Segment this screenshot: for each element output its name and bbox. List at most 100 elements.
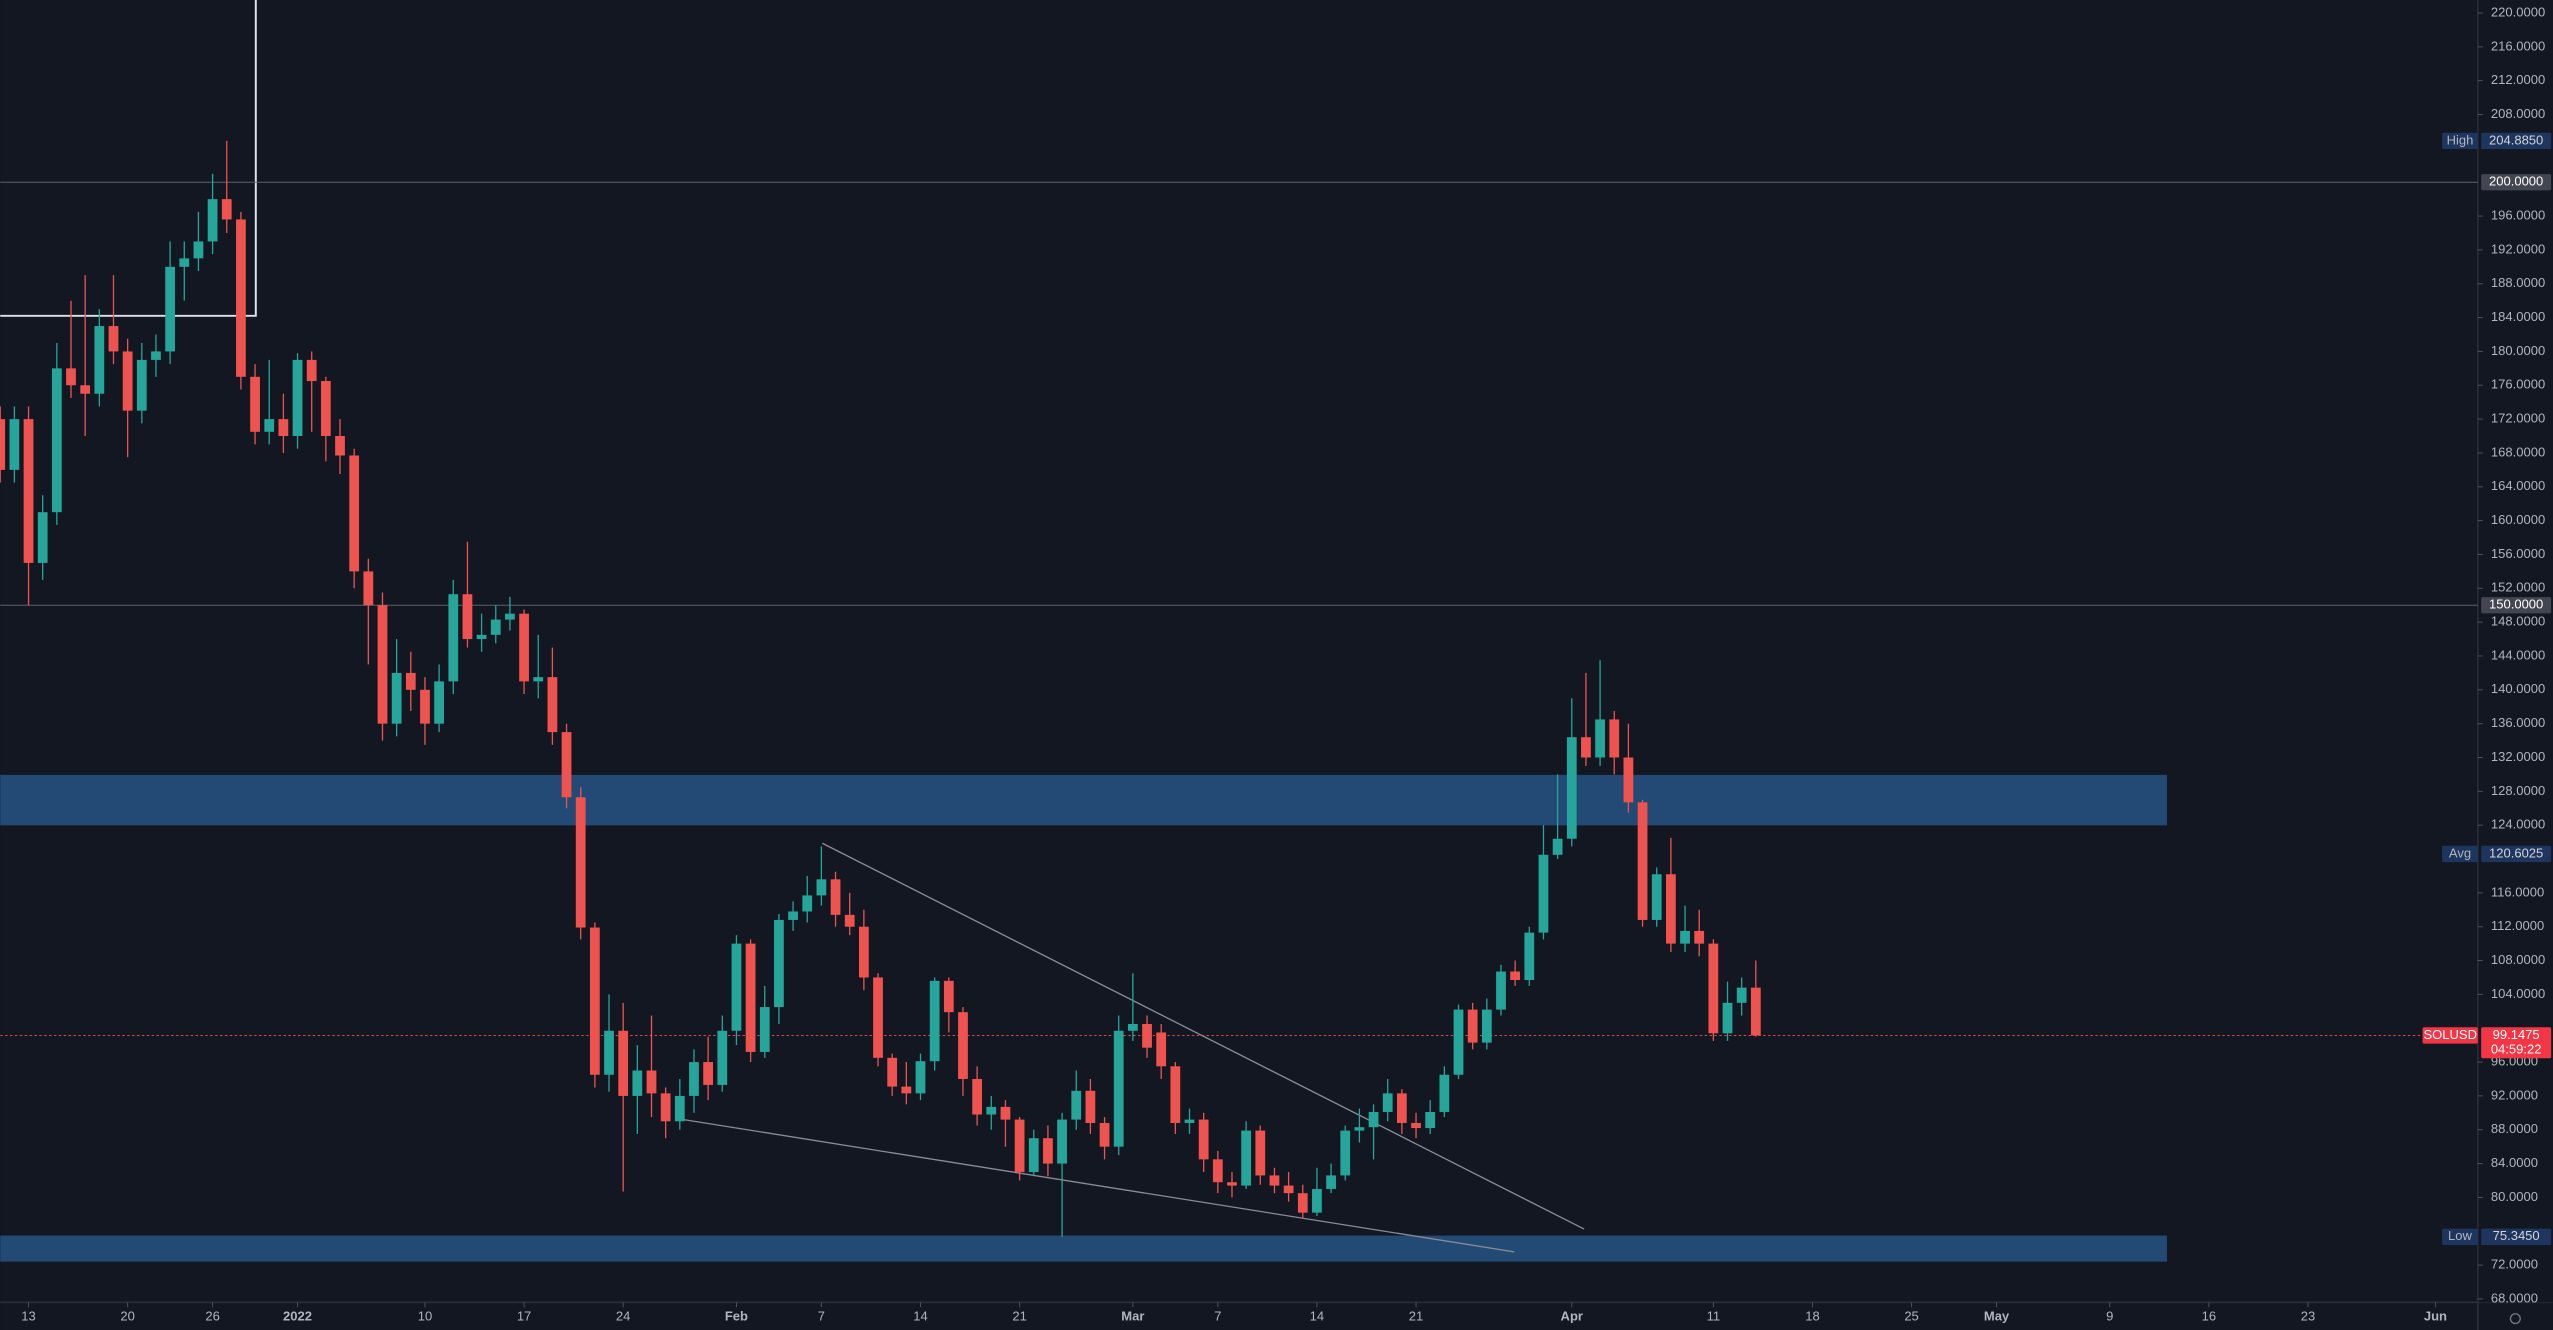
candle-body	[943, 980, 954, 1013]
candle-body	[1566, 737, 1577, 839]
y-tick-label: 164.0000	[2491, 478, 2545, 493]
candle-body	[1184, 1119, 1195, 1123]
y-tick-label: 212.0000	[2491, 72, 2545, 87]
candle-body	[929, 980, 940, 1062]
candle-body	[1354, 1127, 1365, 1131]
candle-body	[9, 419, 20, 470]
candle-body	[1127, 1023, 1138, 1031]
candle-body	[1269, 1175, 1280, 1186]
candle-body	[1212, 1159, 1223, 1183]
y-tick-label: 88.0000	[2491, 1121, 2538, 1136]
candle-body	[1156, 1032, 1167, 1067]
candle-body	[349, 455, 360, 572]
y-tick-label: 104.0000	[2491, 986, 2545, 1001]
y-tick-label: 172.0000	[2491, 411, 2545, 426]
candle-body	[575, 797, 586, 928]
y-tick-label: 68.0000	[2491, 1290, 2538, 1305]
candle-body	[547, 677, 558, 733]
candle-body	[703, 1062, 714, 1085]
y-tick-label: 184.0000	[2491, 309, 2545, 324]
marker-value-badge	[2481, 1228, 2552, 1245]
candle-body	[731, 943, 742, 1031]
candle-body	[1057, 1119, 1067, 1164]
candle-body	[1071, 1090, 1082, 1120]
candle-body	[1396, 1093, 1407, 1123]
x-tick-label: 23	[2301, 1308, 2315, 1323]
x-tick-label: 25	[1904, 1308, 1918, 1323]
candle-body	[561, 732, 572, 798]
candle-body	[1297, 1193, 1308, 1213]
candle-body	[1326, 1175, 1336, 1189]
candle-body	[476, 634, 487, 640]
candle-body	[1694, 930, 1705, 944]
hline-label: 150.0000	[2489, 597, 2543, 612]
marker-name-badge	[2442, 1228, 2478, 1245]
candle-body	[1538, 854, 1549, 933]
y-tick-label: 92.0000	[2491, 1087, 2538, 1102]
x-tick-label: 21	[1409, 1308, 1423, 1323]
candle-body	[519, 613, 529, 682]
candle-body	[434, 681, 445, 724]
candle-body	[108, 326, 119, 352]
x-tick-label: 7	[818, 1308, 825, 1323]
y-tick-label: 220.0000	[2491, 4, 2545, 19]
marker-value: 75.3450	[2493, 1228, 2540, 1243]
candle-body	[80, 385, 91, 394]
candle-body	[250, 376, 260, 432]
y-tick-label: 116.0000	[2491, 884, 2544, 899]
y-tick-label: 168.0000	[2491, 444, 2545, 459]
y-tick-label: 216.0000	[2491, 38, 2545, 53]
candle-body	[391, 672, 402, 724]
candle-body	[1496, 971, 1506, 1010]
candle-body	[1170, 1066, 1181, 1123]
candle-body	[802, 895, 813, 912]
y-tick-label: 144.0000	[2491, 647, 2545, 662]
candle-body	[1665, 874, 1676, 944]
y-tick-label: 152.0000	[2491, 580, 2545, 595]
y-tick-label: 108.0000	[2491, 952, 2545, 967]
candle-body	[505, 613, 515, 620]
candle-body	[1411, 1122, 1421, 1129]
candle-body	[1312, 1188, 1322, 1213]
candle-body	[264, 419, 275, 432]
x-tick-label: 20	[120, 1308, 134, 1323]
y-tick-label: 140.0000	[2491, 681, 2545, 696]
candle-body	[136, 359, 147, 411]
candle-body	[1142, 1023, 1152, 1048]
last-price-label: 99.1475	[2493, 1027, 2540, 1042]
candle-body	[490, 619, 501, 635]
candle-body	[363, 571, 374, 606]
y-tick-label: 196.0000	[2491, 208, 2545, 223]
x-tick-label: 7	[1214, 1308, 1221, 1323]
candle-body	[915, 1061, 926, 1094]
candle-body	[844, 914, 855, 927]
candle-body	[788, 911, 798, 920]
candle-body	[1439, 1074, 1450, 1112]
candle-body	[23, 419, 34, 563]
marker-name: Avg	[2449, 845, 2471, 860]
candle-body	[1524, 932, 1535, 981]
candle-body	[858, 926, 869, 978]
candle-body	[1227, 1182, 1237, 1186]
x-tick-label: 2022	[283, 1308, 312, 1323]
candle-body	[1651, 874, 1662, 920]
candle-body	[1708, 943, 1719, 1034]
x-tick-label: 9	[2106, 1308, 2113, 1323]
y-tick-label: 84.0000	[2491, 1155, 2538, 1170]
candle-body	[972, 1078, 983, 1115]
candle-body	[94, 326, 105, 394]
x-tick-label: 18	[1805, 1308, 1819, 1323]
candle-body	[37, 512, 48, 563]
y-tick-label: 128.0000	[2491, 783, 2545, 798]
candle-body	[1736, 987, 1747, 1003]
candle-body	[1000, 1106, 1011, 1120]
candle-body	[1750, 987, 1761, 1036]
candle-body	[589, 927, 600, 1075]
x-tick-label: 16	[2202, 1308, 2216, 1323]
candle-body	[1283, 1185, 1294, 1194]
candle-body	[448, 594, 459, 682]
countdown-label: 04:59:22	[2491, 1042, 2542, 1057]
support-zone	[0, 1235, 2167, 1262]
